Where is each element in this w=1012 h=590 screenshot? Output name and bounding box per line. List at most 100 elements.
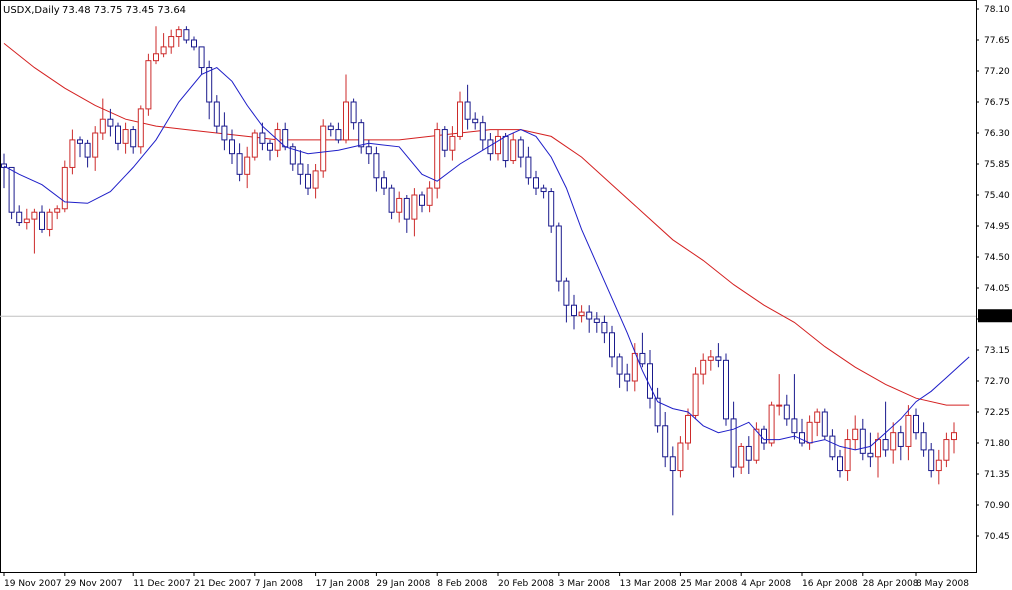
candle-body — [441, 129, 448, 151]
candle-body — [654, 397, 661, 427]
candle-body — [616, 356, 623, 375]
candle — [236, 143, 243, 182]
chart-ohlc-readout: 73.48 73.75 73.45 73.64 — [62, 5, 186, 16]
candle-body — [571, 304, 577, 317]
candle-body — [191, 39, 197, 48]
candle-body — [130, 129, 137, 148]
candle-body — [624, 373, 631, 382]
candle-body — [61, 166, 68, 210]
x-tick-label: 20 Feb 2008 — [498, 579, 554, 589]
candle-body — [578, 311, 585, 317]
candle — [525, 146, 532, 185]
candle — [837, 449, 843, 478]
candle — [130, 126, 137, 154]
ma-slow-path — [3, 43, 970, 406]
candle-body — [8, 166, 15, 213]
candle-body — [928, 449, 935, 472]
candle-body — [77, 139, 83, 144]
candle — [305, 164, 311, 195]
candle-body — [99, 118, 106, 134]
x-tick-label: 8 Feb 2008 — [437, 579, 488, 589]
candle-body — [343, 101, 349, 141]
candle-body — [920, 432, 927, 451]
candle — [449, 126, 456, 161]
candle-body — [23, 218, 30, 224]
candles — [1, 26, 957, 516]
candle — [69, 129, 76, 175]
candle-body — [783, 404, 790, 420]
candle — [928, 443, 935, 478]
candle — [745, 436, 752, 474]
candle — [776, 374, 783, 416]
candle — [426, 181, 433, 213]
candle-body — [685, 414, 691, 444]
candle-body — [738, 445, 745, 468]
candle — [160, 33, 167, 58]
candle — [821, 408, 828, 440]
candle — [1, 153, 7, 189]
candle — [251, 129, 258, 161]
candle — [479, 115, 486, 151]
candle — [343, 74, 349, 144]
candle — [654, 387, 661, 433]
candle-body — [426, 187, 433, 206]
y-tick-label: 70.90 — [984, 501, 1010, 511]
candle-body — [905, 414, 912, 447]
current-price-label-bg — [978, 309, 1012, 323]
candle-body — [183, 29, 190, 41]
candle — [137, 105, 144, 154]
candle — [738, 443, 745, 474]
ma-fast-line — [3, 67, 970, 451]
candle-body — [806, 421, 813, 444]
candle-body — [236, 153, 243, 175]
y-tick-label: 77.65 — [984, 36, 1010, 46]
candle-body — [935, 459, 942, 472]
candle — [464, 84, 471, 130]
candle — [951, 422, 957, 454]
candle-body — [229, 139, 235, 155]
candle — [411, 188, 418, 237]
chart-symbol-label: USDX,Daily — [3, 5, 60, 16]
candle — [533, 170, 539, 195]
candle — [31, 208, 38, 254]
candle — [677, 436, 684, 478]
candle — [753, 422, 760, 464]
candle — [882, 401, 889, 457]
x-axis: 19 Nov 2007 29 Nov 2007 11 Dec 2007 21 Dec … — [3, 572, 969, 589]
candle — [548, 188, 555, 233]
candle-body — [707, 356, 714, 361]
candle — [472, 112, 479, 130]
candle-body — [601, 321, 608, 334]
x-tick-label: 21 Dec 2007 — [194, 579, 252, 589]
y-tick-label: 71.35 — [984, 470, 1010, 480]
candle-body — [221, 125, 228, 141]
y-tick-label: 78.10 — [984, 5, 1010, 15]
candle — [935, 449, 942, 485]
y-tick-label: 71.80 — [984, 439, 1010, 449]
candle — [289, 143, 296, 171]
candle — [327, 122, 334, 137]
candle-body — [153, 53, 159, 62]
candle — [419, 191, 425, 213]
candle-body — [639, 352, 646, 365]
candle — [852, 415, 859, 450]
candle-body — [730, 418, 737, 468]
candle — [495, 129, 501, 161]
candle — [244, 146, 251, 189]
candle — [707, 350, 714, 371]
candle — [829, 429, 836, 461]
candle-body — [335, 129, 342, 141]
x-tick-label: 4 Apr 2008 — [741, 579, 791, 589]
candle — [540, 184, 547, 199]
candle-body — [92, 132, 99, 158]
candle-body — [631, 352, 638, 382]
candle — [107, 108, 114, 137]
candle-body — [844, 439, 851, 472]
y-tick-label: 75.85 — [984, 160, 1010, 170]
candle-body — [267, 142, 273, 151]
candle-body — [875, 439, 881, 458]
candle-body — [115, 125, 121, 144]
candle-body — [791, 418, 798, 434]
